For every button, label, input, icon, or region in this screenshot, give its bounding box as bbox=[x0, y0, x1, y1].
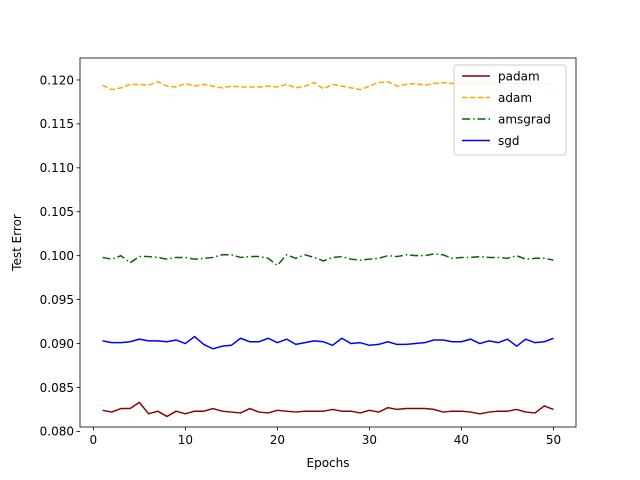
legend-box bbox=[453, 64, 567, 156]
series-line-padam bbox=[102, 401, 554, 418]
legend-label-amsgrad: amsgrad bbox=[498, 112, 551, 126]
y-tick-label: 0.100 bbox=[40, 249, 74, 263]
y-tick-label: 0.080 bbox=[40, 425, 74, 439]
x-tick-label: 0 bbox=[90, 433, 98, 447]
legend-label-sgd: sgd bbox=[498, 134, 520, 148]
legend-label-adam: adam bbox=[498, 91, 532, 105]
series-line-sgd bbox=[102, 335, 554, 350]
legend-label-padam: padam bbox=[498, 69, 540, 83]
y-axis-title: Test Error bbox=[10, 214, 24, 272]
axes: 0 10 20 30 40 50 0.080 0.085 0.090 0.095 0.100 0.10… bbox=[40, 57, 577, 447]
y-tick-label: 0.105 bbox=[40, 205, 74, 219]
y-tick-label: 0.090 bbox=[40, 337, 74, 351]
y-tick-label: 0.120 bbox=[40, 73, 74, 87]
series-line-amsgrad bbox=[102, 253, 554, 267]
x-axis-title: Epochs bbox=[307, 456, 350, 470]
axes-frame bbox=[79, 57, 577, 428]
legend: padam adam amsgrad sgd bbox=[453, 64, 567, 156]
y-tick-label: 0.085 bbox=[40, 381, 74, 395]
y-tick-label: 0.095 bbox=[40, 293, 74, 307]
x-tick-label: 20 bbox=[270, 433, 285, 447]
y-tick-label: 0.115 bbox=[40, 117, 74, 131]
x-tick-label: 10 bbox=[178, 433, 193, 447]
y-tick-label: 0.110 bbox=[40, 161, 74, 175]
x-tick-label: 50 bbox=[546, 433, 561, 447]
x-tick-label: 40 bbox=[454, 433, 469, 447]
x-tick-label: 30 bbox=[362, 433, 377, 447]
